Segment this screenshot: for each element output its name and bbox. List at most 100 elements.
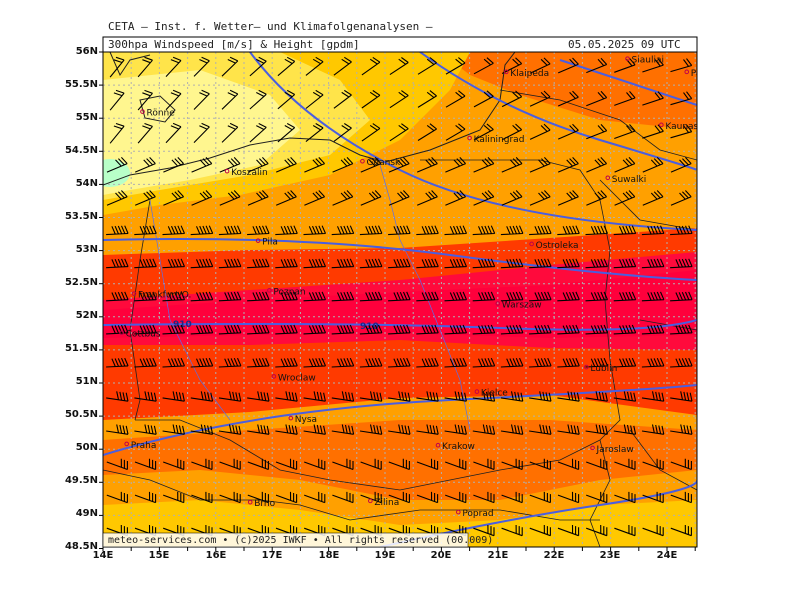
wind-barb [218,391,242,402]
wind-barb [137,89,153,111]
city-label: Gdansk [366,158,401,168]
wind-barb [472,291,496,302]
city-marker [131,291,137,296]
wind-barb [445,458,467,471]
wind-barb [614,157,636,173]
wind-barb [388,324,411,335]
wind-barb [303,424,326,435]
wind-barb [613,291,637,302]
wind-barb [163,491,185,504]
wind-barb [529,524,551,537]
wind-barb [641,225,665,236]
height-contour [103,384,697,456]
wind-barb [642,157,664,173]
wind-barb [444,357,468,368]
wind-barb [501,157,523,173]
wind-barb [642,491,664,504]
wind-barb [389,57,409,76]
wind-barb [221,122,239,143]
country-border [499,89,697,161]
wind-barb [218,258,242,269]
wind-barb [134,157,156,173]
city-label: Praha [131,441,157,451]
wind-barb [416,324,439,335]
wind-barb [417,90,437,108]
lon-label: 21E [487,550,509,561]
valid-time: 05.05.2025 09 UTC [568,38,681,51]
wind-barb [388,157,410,173]
wind-barb [360,458,382,471]
wind-barb [670,124,693,139]
wind-barb [162,291,186,302]
wind-barb [388,491,410,504]
wind-barb [614,524,636,537]
wind-barb [642,58,664,73]
header-box [102,36,698,53]
wind-barb [331,291,355,302]
wind-barb [473,123,494,141]
wind-barb [303,225,327,236]
wind-barb [275,190,297,206]
wind-barb [586,524,608,537]
wind-barb [670,424,693,435]
wind-barb [190,258,214,269]
wind-barb [304,524,326,537]
wind-barb [361,90,381,109]
wind-barb [445,491,467,504]
wind-barb [557,491,580,504]
city-marker [255,238,261,243]
city-marker [590,445,595,451]
city-label: Nysa [295,415,317,425]
wind-barb [417,57,437,75]
wind-barb [585,424,608,435]
bornholm-island [139,95,176,123]
wind-barb [162,225,186,236]
city-marker [267,288,272,293]
wind-barb [473,90,494,108]
wind-barb [275,225,298,236]
lat-label: 51N [75,376,98,387]
wind-barb [416,157,438,173]
wind-barb [303,324,327,335]
country-border [599,179,697,231]
wind-barb [305,123,324,143]
wind-barb [613,225,637,236]
wind-barb [642,190,664,206]
city-label: Jaroslaw [596,445,634,455]
lat-label: 50N [75,442,98,453]
wind-barb [165,56,182,77]
wind-barb [614,190,636,206]
city-marker [360,158,365,164]
wind-barb [444,324,468,335]
wind-barb [586,157,608,173]
city-label: Zilina [374,498,399,508]
wind-barb [445,57,466,75]
wind-barb [359,225,383,236]
wind-barb [163,190,185,206]
lat-label: 56N [75,46,98,57]
wind-barb [472,225,496,236]
wind-barb [275,424,298,435]
wind-barb [359,424,383,435]
city-label: Koszalin [231,168,268,178]
wind-barb [389,123,409,142]
city-marker [625,56,630,61]
wind-barb [389,90,409,109]
wind-barb [641,324,665,335]
wind-barb [501,57,523,74]
city-label: Krakow [442,442,475,452]
city-marker [368,498,373,504]
copyright-footer: meteo-services.com • (c)2025 IWKF • All … [108,535,494,546]
lat-label: 52.5N [64,277,98,288]
wind-barb [670,291,693,302]
lat-label: 52N [75,310,98,321]
city-marker [605,175,611,181]
city-label: Siauliai [632,56,664,66]
city-layer: Rönne Koszalin Gdansk Kaliningrad Klaipeda Si… [119,56,697,519]
wind-barb [416,524,439,537]
wind-barb [134,424,157,435]
wind-barb [416,424,439,435]
city-label: Warszaw [502,301,542,311]
wind-barb [275,458,298,471]
wind-barb [275,357,298,368]
